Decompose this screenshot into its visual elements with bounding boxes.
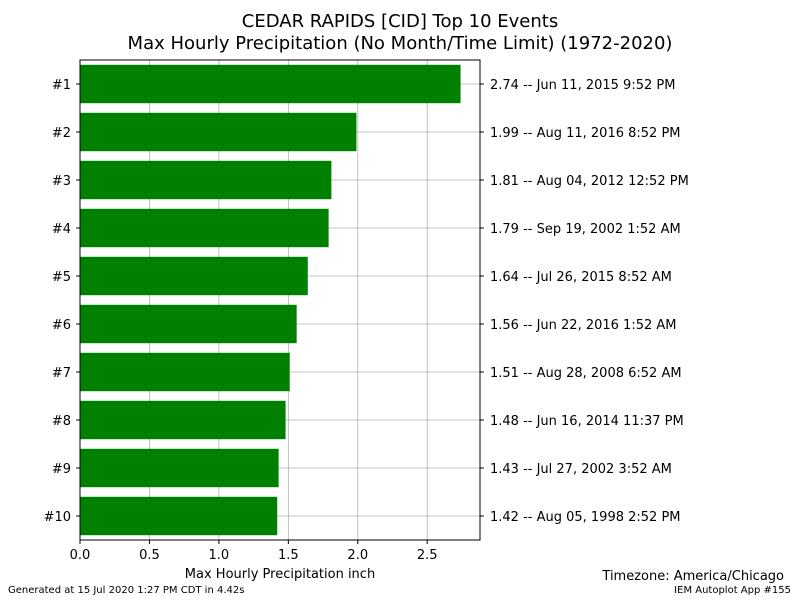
bar (80, 160, 332, 200)
bar (80, 256, 308, 296)
event-label: 1.43 -- Jul 27, 2002 3:52 AM (490, 462, 672, 477)
event-label: 1.48 -- Jun 16, 2014 11:37 PM (490, 414, 684, 429)
y-tick-label: #2 (52, 126, 71, 141)
event-label: 1.42 -- Aug 05, 1998 2:52 PM (490, 510, 681, 525)
bar (80, 304, 297, 344)
generated-note: Generated at 15 Jul 2020 1:27 PM CDT in … (8, 585, 245, 596)
event-label: 2.74 -- Jun 11, 2015 9:52 PM (490, 78, 675, 93)
x-tick-label: 1.5 (278, 548, 299, 563)
y-tick-label: #4 (52, 222, 71, 237)
x-axis-label: Max Hourly Precipitation inch (184, 567, 376, 582)
event-label: 1.79 -- Sep 19, 2002 1:52 AM (490, 222, 681, 237)
x-tick-label: 0.5 (139, 548, 160, 563)
chart-title: CEDAR RAPIDS [CID] Top 10 Events (241, 11, 559, 32)
axis-labels: 0.0 0.5 1.0 1.5 2.0 2.5 #1 2.74 -- Jun 11, 2015… (44, 78, 689, 563)
event-label: 1.81 -- Aug 04, 2012 12:52 PM (490, 174, 689, 189)
y-tick-label: #1 (52, 78, 71, 93)
plot-frame (79, 59, 481, 541)
y-tick-label: #10 (44, 510, 71, 525)
y-tick-label: #8 (52, 414, 71, 429)
bars (80, 64, 461, 536)
event-label: 1.56 -- Jun 22, 2016 1:52 AM (490, 318, 677, 333)
app-credit: IEM Autoplot App #155 (674, 585, 791, 596)
y-tick-label: #5 (52, 270, 71, 285)
bar (80, 352, 290, 392)
x-tick-label: 0.0 (70, 548, 91, 563)
event-label: 1.64 -- Jul 26, 2015 8:52 AM (490, 270, 672, 285)
y-tick-label: #7 (52, 366, 71, 381)
event-label: 1.99 -- Aug 11, 2016 8:52 PM (490, 126, 681, 141)
event-label: 1.51 -- Aug 28, 2008 6:52 AM (490, 366, 682, 381)
bar (80, 112, 357, 152)
axis-ticks (76, 83, 484, 544)
chart-subtitle: Max Hourly Precipitation (No Month/Time … (127, 33, 673, 54)
x-tick-label: 2.0 (347, 548, 368, 563)
timezone-note: Timezone: America/Chicago (602, 569, 784, 584)
bar (80, 448, 279, 488)
x-tick-label: 1.0 (209, 548, 230, 563)
bar (80, 208, 329, 248)
y-tick-label: #9 (52, 462, 71, 477)
bar (80, 400, 286, 440)
y-tick-label: #3 (52, 174, 71, 189)
y-tick-label: #6 (52, 318, 71, 333)
x-tick-label: 2.5 (417, 548, 438, 563)
bar (80, 496, 278, 536)
bar (80, 64, 461, 104)
